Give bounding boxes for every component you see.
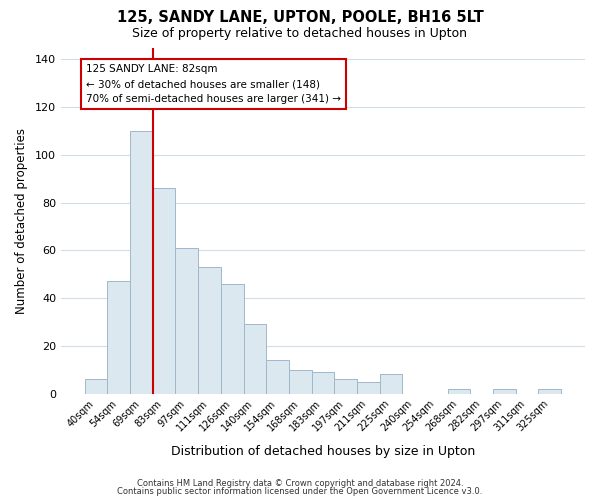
Bar bbox=[493, 389, 516, 394]
Bar bbox=[357, 382, 380, 394]
Bar bbox=[107, 282, 130, 394]
X-axis label: Distribution of detached houses by size in Upton: Distribution of detached houses by size … bbox=[171, 444, 475, 458]
Y-axis label: Number of detached properties: Number of detached properties bbox=[15, 128, 28, 314]
Bar bbox=[448, 389, 470, 394]
Bar bbox=[311, 372, 334, 394]
Bar bbox=[380, 374, 403, 394]
Bar bbox=[130, 131, 153, 394]
Bar bbox=[175, 248, 198, 394]
Bar bbox=[198, 267, 221, 394]
Bar bbox=[538, 389, 561, 394]
Text: 125, SANDY LANE, UPTON, POOLE, BH16 5LT: 125, SANDY LANE, UPTON, POOLE, BH16 5LT bbox=[116, 10, 484, 25]
Bar bbox=[289, 370, 311, 394]
Bar bbox=[244, 324, 266, 394]
Text: Size of property relative to detached houses in Upton: Size of property relative to detached ho… bbox=[133, 28, 467, 40]
Bar bbox=[153, 188, 175, 394]
Bar bbox=[334, 379, 357, 394]
Text: Contains public sector information licensed under the Open Government Licence v3: Contains public sector information licen… bbox=[118, 487, 482, 496]
Bar bbox=[221, 284, 244, 394]
Bar bbox=[266, 360, 289, 394]
Bar bbox=[85, 379, 107, 394]
Text: 125 SANDY LANE: 82sqm
← 30% of detached houses are smaller (148)
70% of semi-det: 125 SANDY LANE: 82sqm ← 30% of detached … bbox=[86, 64, 341, 104]
Text: Contains HM Land Registry data © Crown copyright and database right 2024.: Contains HM Land Registry data © Crown c… bbox=[137, 478, 463, 488]
